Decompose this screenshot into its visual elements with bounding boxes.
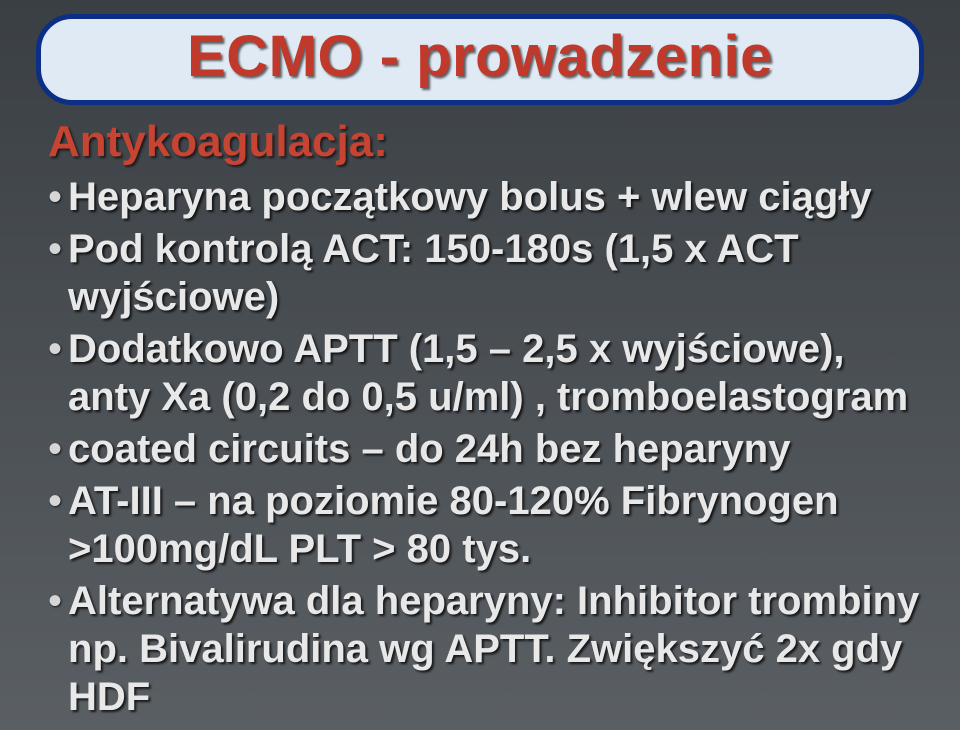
list-item: • AT-III – na poziomie 80-120% Fibrynoge… — [48, 477, 920, 573]
list-item: • Pod kontrolą ACT: 150-180s (1,5 x ACT … — [48, 225, 920, 321]
list-item: • coated circuits – do 24h bez heparyny — [48, 425, 920, 473]
bullet-icon: • — [48, 173, 62, 221]
list-item-text: AT-III – na poziomie 80-120% Fibrynogen … — [68, 477, 920, 573]
subheading: Antykoagulacja: — [48, 117, 920, 167]
list-item-text: Heparyna początkowy bolus + wlew ciągły — [68, 173, 872, 221]
list-item: • Alternatywa dla heparyny: Inhibitor tr… — [48, 577, 920, 721]
bullet-icon: • — [48, 325, 62, 373]
list-item: • Dodatkowo APTT (1,5 – 2,5 x wyjściowe)… — [48, 325, 920, 421]
list-item-text: Alternatywa dla heparyny: Inhibitor trom… — [68, 577, 920, 721]
slide-content: Antykoagulacja: • Heparyna początkowy bo… — [0, 111, 960, 721]
bullet-icon: • — [48, 425, 62, 473]
slide-title: ECMO - prowadzenie — [61, 23, 899, 90]
list-item-text: coated circuits – do 24h bez heparyny — [68, 425, 790, 473]
bullet-icon: • — [48, 225, 62, 273]
bullet-icon: • — [48, 477, 62, 525]
title-box: ECMO - prowadzenie — [36, 14, 924, 105]
list-item-text: Pod kontrolą ACT: 150-180s (1,5 x ACT wy… — [68, 225, 920, 321]
list-item-text: Dodatkowo APTT (1,5 – 2,5 x wyjściowe), … — [68, 325, 920, 421]
bullet-icon: • — [48, 577, 62, 625]
list-item: • Heparyna początkowy bolus + wlew ciągł… — [48, 173, 920, 221]
